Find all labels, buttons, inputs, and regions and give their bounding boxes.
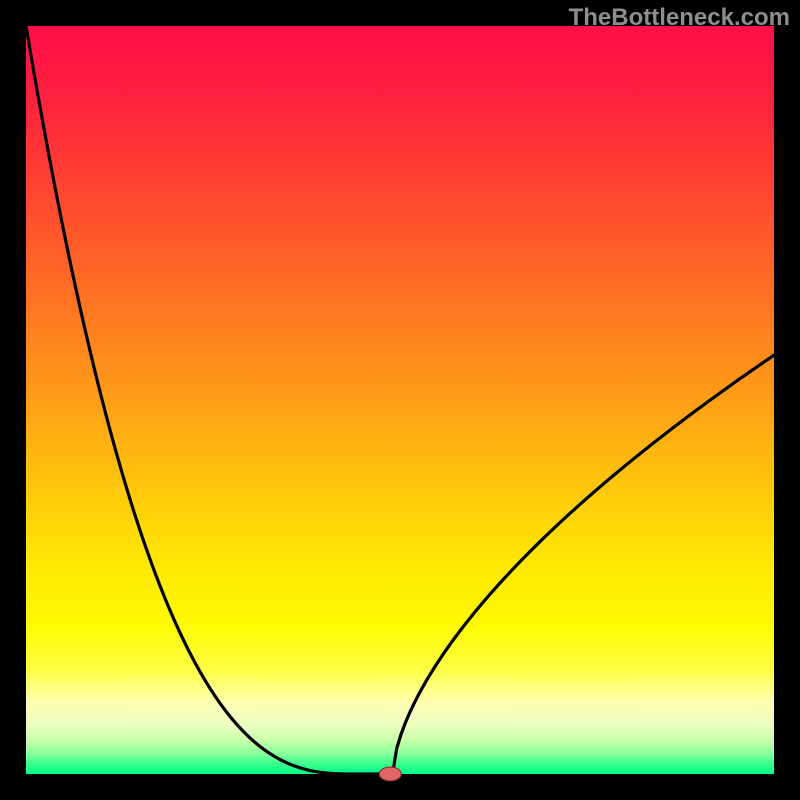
watermark-text: TheBottleneck.com [569,4,790,32]
chart-root: TheBottleneck.com [0,0,800,800]
chart-svg [0,0,800,800]
plot-background [26,26,774,774]
optimal-point-marker [379,767,401,781]
